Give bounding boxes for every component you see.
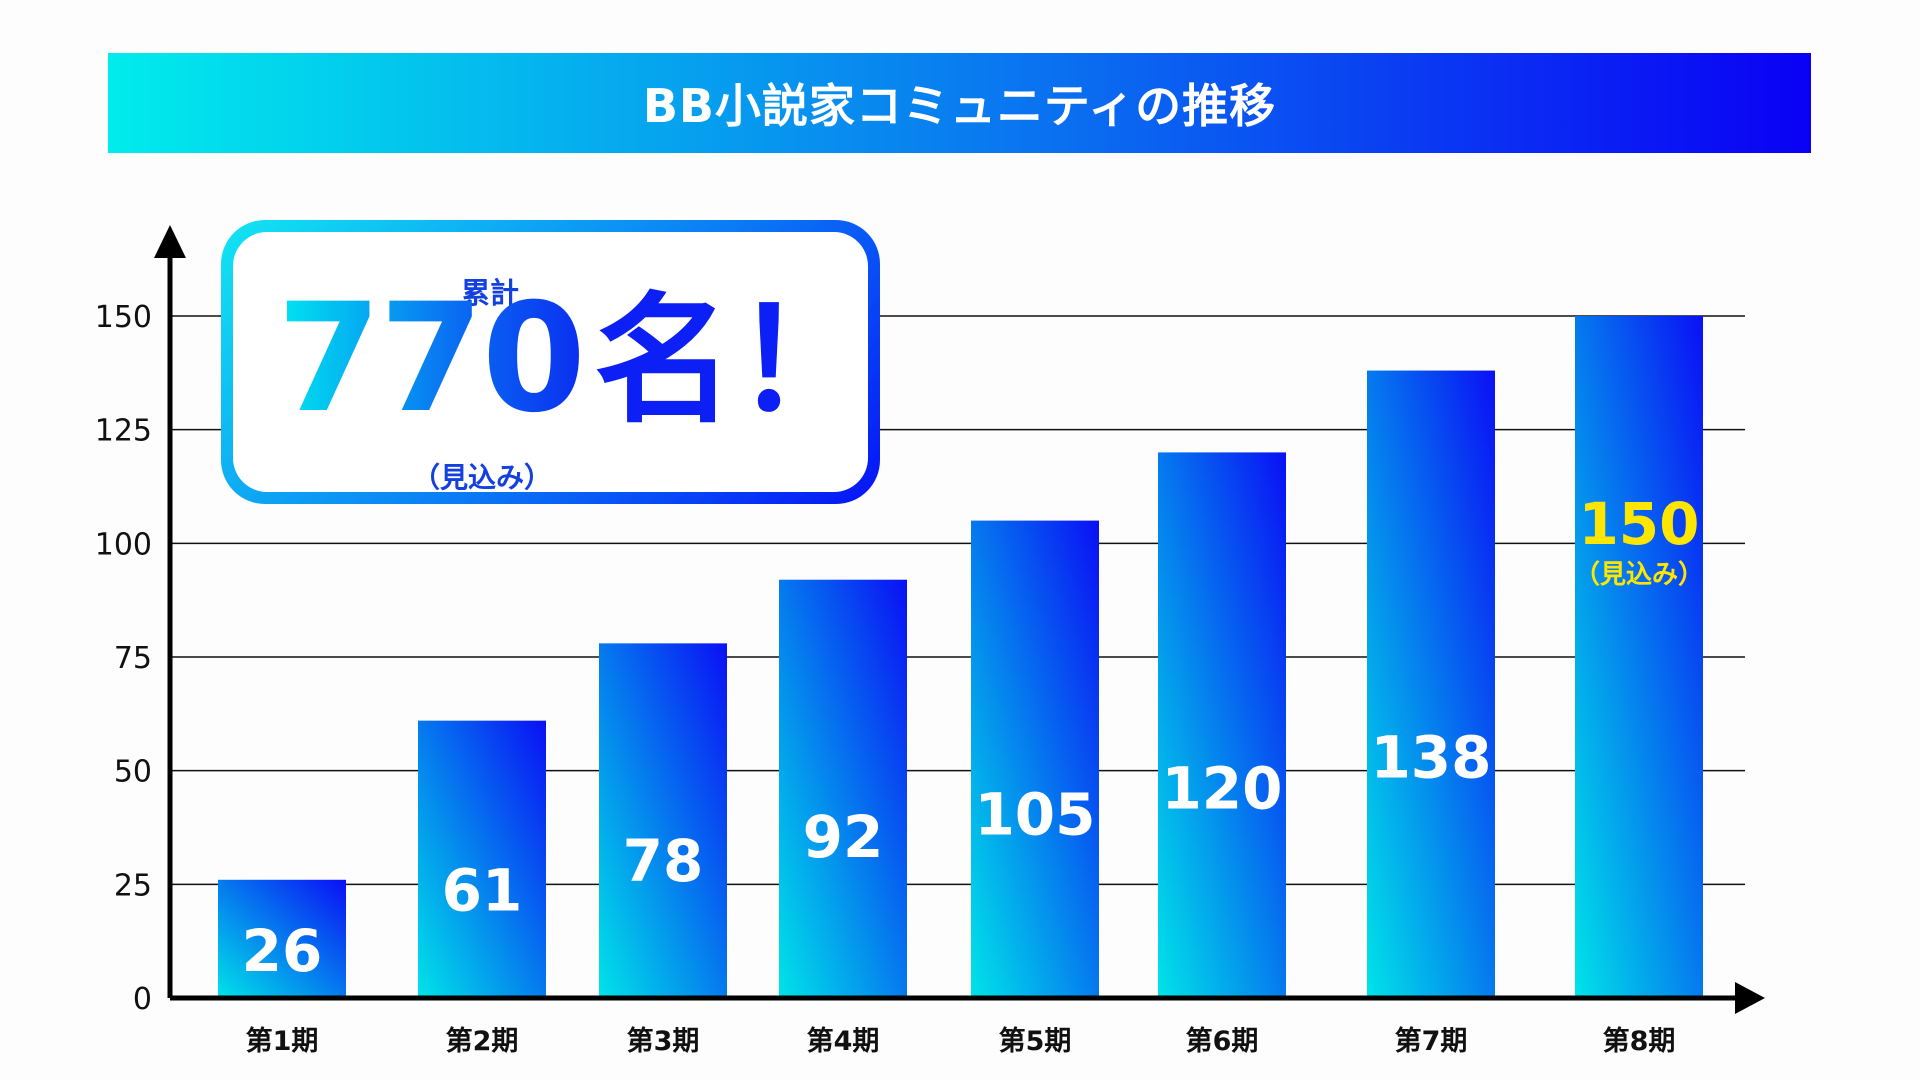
bar-7 [1367, 370, 1495, 998]
callout-value: 770 [277, 272, 586, 446]
x-tick-label: 第1期 [246, 1025, 319, 1057]
bar-value-label: 105 [974, 781, 1095, 849]
x-axis-arrow [1735, 982, 1765, 1014]
x-tick-label: 第2期 [446, 1025, 519, 1057]
bar-6 [1158, 452, 1286, 998]
bar-value-label: 138 [1370, 724, 1491, 792]
callout-label: 累計 [233, 270, 747, 312]
bars [218, 316, 1703, 998]
x-tick-label: 第4期 [807, 1025, 880, 1057]
projected-note-label: （見込み） [1574, 560, 1704, 590]
callout-box: 累計 770 名！ （見込み） [233, 232, 874, 494]
callout-unit: 名！ [594, 280, 875, 443]
bar-value-label: 92 [803, 803, 884, 871]
y-tick-label: 25 [114, 868, 152, 903]
y-tick-label: 0 [133, 982, 152, 1017]
y-tick-label: 125 [95, 414, 152, 449]
bar-1 [218, 879, 346, 998]
x-tick-label: 第5期 [999, 1025, 1072, 1057]
cumulative-callout: 累計 770 名！ （見込み） [221, 220, 880, 504]
y-tick-label: 75 [114, 641, 152, 676]
x-tick-label: 第7期 [1395, 1025, 1468, 1057]
bar-5 [971, 520, 1099, 998]
axes [154, 225, 1765, 1014]
callout-note: （見込み） [411, 461, 552, 494]
x-tick-label: 第8期 [1603, 1025, 1676, 1057]
bar-4 [779, 579, 907, 998]
chart-title: BB小説家コミュニティの推移 [642, 79, 1277, 133]
bar-value-label: 150 [1578, 490, 1699, 558]
bar-3 [599, 643, 727, 998]
labels: 0 25 50 75 100 125 150 26 第1期 61 第2期 78 第3期 92 第4期 105 第… [95, 300, 1704, 1057]
x-tick-label: 第3期 [627, 1025, 700, 1057]
y-tick-label: 100 [95, 527, 152, 562]
bar-value-label: 120 [1161, 755, 1282, 823]
x-tick-label: 第6期 [1186, 1025, 1259, 1057]
bar-value-label: 78 [623, 827, 704, 895]
bar-value-label: 61 [442, 857, 523, 925]
bar-8 [1575, 316, 1703, 998]
bar-2 [418, 720, 546, 998]
y-tick-label: 150 [95, 300, 152, 335]
y-tick-label: 50 [114, 755, 152, 790]
chart-title-bar: BB小説家コミュニティの推移 [108, 53, 1811, 153]
bar-value-label: 26 [242, 917, 323, 985]
y-axis-arrow [154, 225, 186, 258]
